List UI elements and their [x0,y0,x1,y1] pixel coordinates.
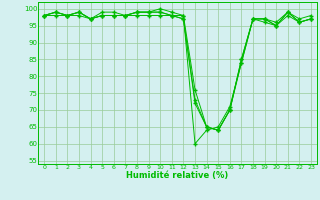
X-axis label: Humidité relative (%): Humidité relative (%) [126,171,229,180]
